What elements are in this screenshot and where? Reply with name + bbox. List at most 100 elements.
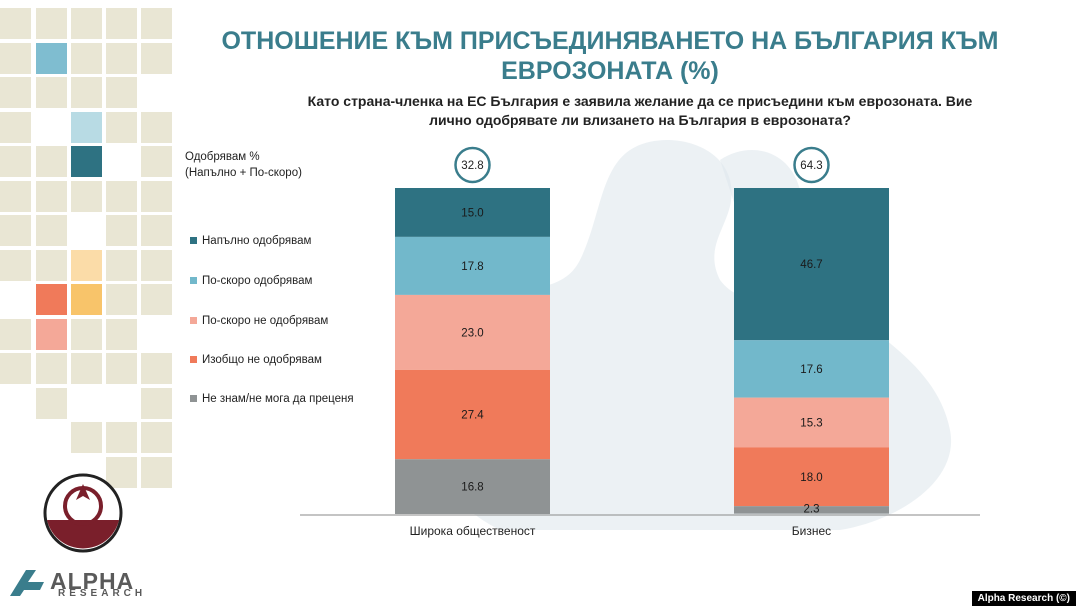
decorative-tile: [0, 180, 31, 212]
decorative-tile: [36, 318, 67, 350]
decorative-tile: [71, 318, 102, 350]
approve-total-legend-subtitle: (Напълно + По-скоро): [185, 167, 302, 179]
decorative-tile: [106, 111, 137, 143]
decorative-tile: [106, 353, 137, 384]
decorative-tile: [106, 8, 137, 39]
legend-item-rather-approve: По-скоро одобрявам: [190, 275, 312, 287]
decorative-tile: [71, 249, 102, 281]
bar-segment: [734, 188, 889, 341]
data-label: 16.8: [461, 482, 483, 494]
decorative-tile: [0, 249, 31, 281]
chart-title-line2: ЕВРОЗОНАТА (%): [501, 57, 719, 85]
decorative-tile: [106, 422, 137, 453]
decorative-tile: [141, 146, 172, 177]
decorative-tile: [106, 456, 137, 488]
approve-total-label: 32.8: [461, 160, 483, 172]
decorative-tile: [141, 387, 172, 419]
decorative-tile: [36, 146, 67, 177]
legend-swatch-icon: [190, 277, 197, 284]
decorative-tile: [141, 249, 172, 281]
legend-label: По-скоро одобрявам: [202, 275, 313, 287]
decorative-tile: [106, 42, 137, 74]
decorative-tile: [36, 284, 67, 315]
decorative-tile: [0, 353, 31, 384]
legend-swatch-icon: [190, 395, 197, 402]
bar-segment: [395, 294, 550, 370]
data-label: 23.0: [461, 327, 483, 339]
decorative-tile: [36, 249, 67, 281]
decorative-tile: [71, 422, 102, 453]
decorative-tile: [71, 42, 102, 74]
data-label: 17.8: [461, 261, 483, 273]
decorative-tile: [0, 77, 31, 108]
decorative-tile: [141, 215, 172, 246]
legend-swatch-icon: [190, 237, 197, 244]
decorative-tile: [106, 318, 137, 350]
decorative-tile: [36, 180, 67, 212]
decorative-tile: [141, 284, 172, 315]
legend-item-not-approve-at-all: Изобщо не одобрявам: [190, 354, 322, 366]
decorative-tile: [71, 77, 102, 108]
decorative-tile: [0, 8, 31, 39]
data-label: 27.4: [461, 410, 484, 422]
decorative-tile: [141, 353, 172, 384]
data-label: 15.0: [461, 207, 483, 219]
decorative-tile: [36, 387, 67, 419]
data-label: 2.3: [804, 504, 820, 516]
decorative-tile: [106, 215, 137, 246]
decorative-tile: [36, 8, 67, 39]
decorative-tile: [141, 422, 172, 453]
decorative-tile: [36, 42, 67, 74]
approve-total-circle: [793, 146, 830, 184]
bar-segment: [395, 459, 550, 514]
decorative-tile: [0, 146, 31, 177]
bar-segment: [734, 397, 889, 448]
approve-total-label: 64.3: [800, 160, 822, 172]
chart-title-line1: ОТНОШЕНИЕ КЪМ ПРИСЪЕДИНЯВАНЕТО НА БЪЛГАР…: [221, 27, 999, 55]
decorative-tile: [0, 318, 31, 350]
category-tick-label: Широка общественост: [410, 524, 536, 538]
decorative-tile: [71, 111, 102, 143]
logo-name: ALPHA: [50, 568, 135, 594]
decorative-tile: [141, 180, 172, 212]
decorative-tile-panel: [0, 0, 172, 608]
bar-segment: [734, 506, 889, 514]
legend-item-fully-approve: Напълно одобрявам: [190, 235, 311, 247]
category-tick-label: Бизнес: [792, 524, 831, 538]
data-label: 18.0: [800, 472, 822, 484]
legend-label: По-скоро не одобрявам: [202, 315, 329, 327]
legend-label: Напълно одобрявам: [202, 235, 312, 247]
legend-label: Изобщо не одобрявам: [202, 354, 322, 366]
chart-subtitle-line2: лично одобрявате ли влизането на Българи…: [429, 112, 851, 128]
decorative-tile: [141, 8, 172, 39]
logo-subtitle: RESEARCH: [58, 588, 147, 599]
alpha-research-emblem-icon: [43, 473, 123, 553]
decorative-tile: [71, 146, 102, 177]
decorative-tile: [36, 353, 67, 384]
decorative-tile: [71, 8, 102, 39]
bar-segment: [395, 369, 550, 460]
decorative-tile: [106, 249, 137, 281]
legend-item-dont-know: Не знам/не мога да преценя: [190, 393, 354, 405]
approve-total-legend-title: Одобрявам %: [185, 151, 260, 163]
bar-segment: [395, 236, 550, 295]
decorative-tile: [106, 284, 137, 315]
approve-total-circle: [454, 146, 491, 184]
legend-label: Не знам/не мога да преценя: [202, 393, 354, 405]
bar-segment: [734, 447, 889, 507]
data-label: 17.6: [800, 364, 822, 376]
decorative-tile: [71, 353, 102, 384]
alpha-logo-icon: [10, 570, 44, 596]
decorative-tile: [36, 215, 67, 246]
legend-swatch-icon: [190, 356, 197, 363]
decorative-tile: [36, 77, 67, 108]
bar-segment: [395, 188, 550, 237]
decorative-tile: [0, 215, 31, 246]
decorative-tile: [141, 111, 172, 143]
decorative-tile: [141, 42, 172, 74]
decorative-tile: [71, 180, 102, 212]
credit-label: Alpha Research (©): [971, 591, 1076, 606]
data-label: 46.7: [800, 259, 822, 271]
decorative-tile: [106, 180, 137, 212]
